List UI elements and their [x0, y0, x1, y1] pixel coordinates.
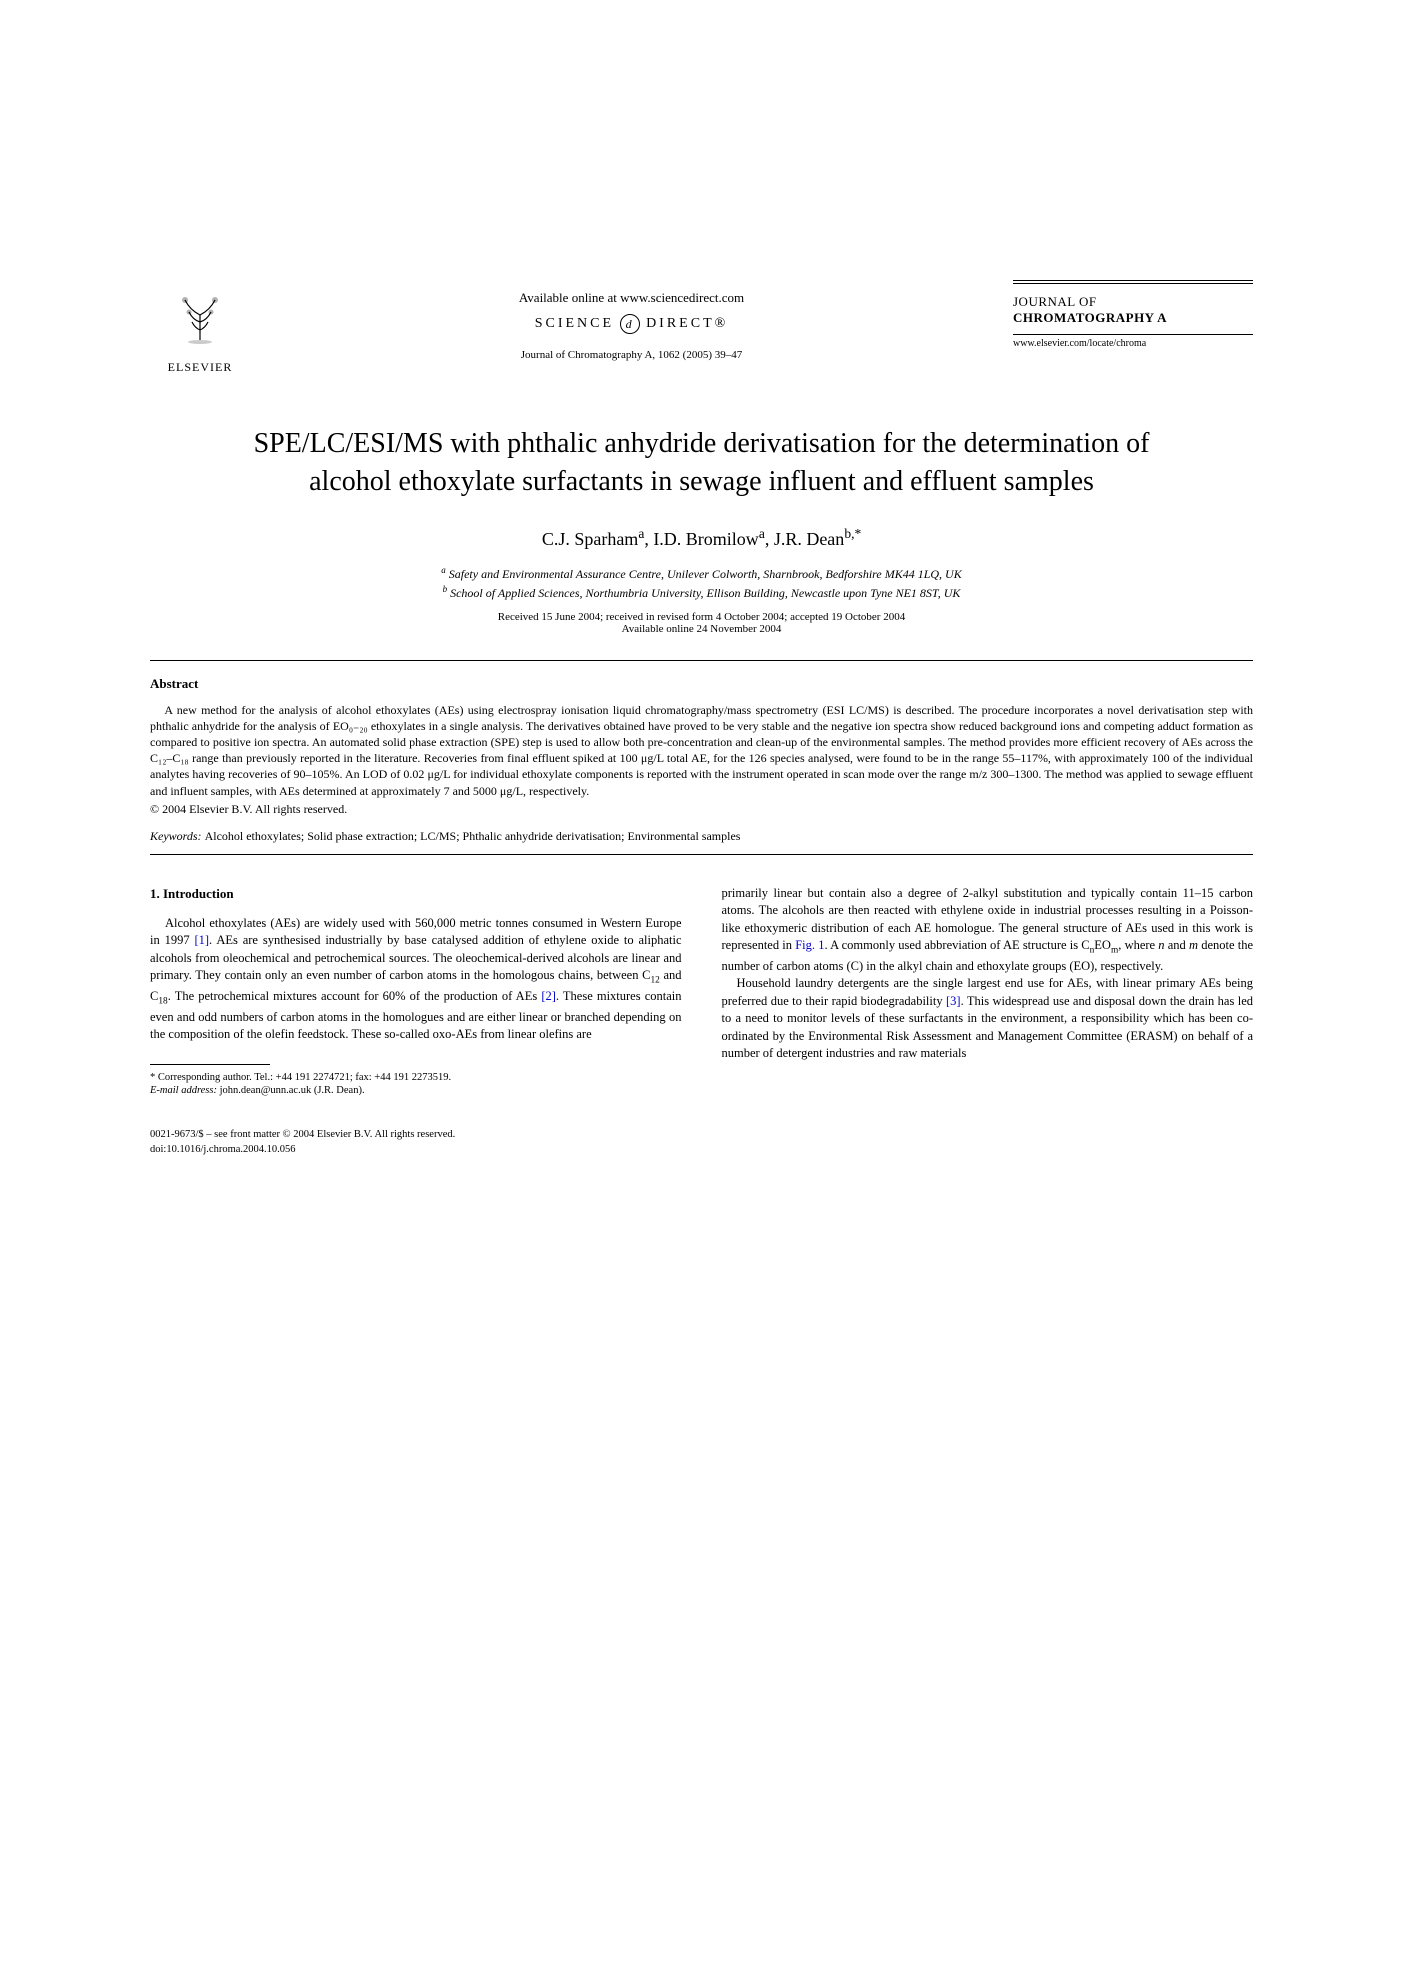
footer-doi: doi:10.1016/j.chroma.2004.10.056	[150, 1143, 682, 1158]
ref-link-2[interactable]: [2]	[541, 989, 556, 1003]
authors-line: C.J. Sparhama, I.D. Bromilowa, J.R. Dean…	[150, 526, 1253, 550]
science-direct-brand: SCIENCE d DIRECT®	[250, 314, 1013, 334]
online-date: Available online 24 November 2004	[150, 623, 1253, 635]
article-dates: Received 15 June 2004; received in revis…	[150, 611, 1253, 635]
left-column: 1. Introduction Alcohol ethoxylates (AEs…	[150, 885, 682, 1158]
abstract-copyright: © 2004 Elsevier B.V. All rights reserved…	[150, 802, 1253, 817]
journal-name-line1: JOURNAL OF	[1013, 294, 1253, 310]
intro-paragraph-left: Alcohol ethoxylates (AEs) are widely use…	[150, 915, 682, 1044]
keywords-text: Alcohol ethoxylates; Solid phase extract…	[205, 829, 741, 843]
science-direct-icon: d	[620, 314, 640, 334]
section-1-heading: 1. Introduction	[150, 885, 682, 903]
journal-name-line2: CHROMATOGRAPHY A	[1013, 310, 1253, 326]
footnote-email-value: john.dean@unn.ac.uk (J.R. Dean).	[220, 1085, 365, 1096]
intro-paragraph-right-1: primarily linear but contain also a degr…	[722, 885, 1254, 976]
footer-block: 0021-9673/$ – see front matter © 2004 El…	[150, 1128, 682, 1157]
publisher-logo-block: ELSEVIER	[150, 280, 250, 375]
divider-top	[150, 660, 1253, 661]
center-header-block: Available online at www.sciencedirect.co…	[250, 280, 1013, 361]
body-columns: 1. Introduction Alcohol ethoxylates (AEs…	[150, 885, 1253, 1158]
keywords-label: Keywords:	[150, 829, 202, 843]
article-title: SPE/LC/ESI/MS with phthalic anhydride de…	[210, 425, 1193, 501]
footnote-separator	[150, 1064, 270, 1065]
footnote-line2: E-mail address: john.dean@unn.ac.uk (J.R…	[150, 1084, 682, 1098]
author-1: C.J. Sparhama	[542, 529, 645, 549]
journal-citation: Journal of Chromatography A, 1062 (2005)…	[250, 349, 1013, 361]
corresponding-author-footnote: * Corresponding author. Tel.: +44 191 22…	[150, 1071, 682, 1098]
footer-issn: 0021-9673/$ – see front matter © 2004 El…	[150, 1128, 682, 1143]
ref-link-3[interactable]: [3]	[946, 994, 961, 1008]
abstract-heading: Abstract	[150, 676, 1253, 692]
intro-paragraph-right-2: Household laundry detergents are the sin…	[722, 975, 1254, 1063]
science-direct-right: DIRECT®	[646, 316, 728, 332]
available-online-text: Available online at www.sciencedirect.co…	[250, 290, 1013, 306]
author-3: J.R. Deanb,	[774, 529, 855, 549]
ref-link-1[interactable]: [1]	[194, 933, 209, 947]
divider-bottom	[150, 854, 1253, 855]
journal-title-box: JOURNAL OF CHROMATOGRAPHY A www.elsevier…	[1013, 280, 1253, 349]
affiliation-b: b School of Applied Sciences, Northumbri…	[150, 584, 1253, 601]
journal-url: www.elsevier.com/locate/chroma	[1013, 338, 1253, 349]
right-column: primarily linear but contain also a degr…	[722, 885, 1254, 1158]
abstract-body: A new method for the analysis of alcohol…	[150, 702, 1253, 799]
keywords-line: Keywords: Alcohol ethoxylates; Solid pha…	[150, 829, 1253, 844]
footnote-email-label: E-mail address:	[150, 1085, 217, 1096]
fig-link-1[interactable]: Fig. 1	[795, 938, 824, 952]
elsevier-tree-icon	[165, 280, 235, 350]
affiliation-a: a Safety and Environmental Assurance Cen…	[150, 565, 1253, 582]
received-date: Received 15 June 2004; received in revis…	[150, 611, 1253, 623]
publisher-name: ELSEVIER	[150, 360, 250, 375]
page-header: ELSEVIER Available online at www.science…	[150, 280, 1253, 375]
author-2: I.D. Bromilowa	[653, 529, 765, 549]
science-direct-left: SCIENCE	[535, 316, 614, 332]
footnote-line1: * Corresponding author. Tel.: +44 191 22…	[150, 1071, 682, 1085]
